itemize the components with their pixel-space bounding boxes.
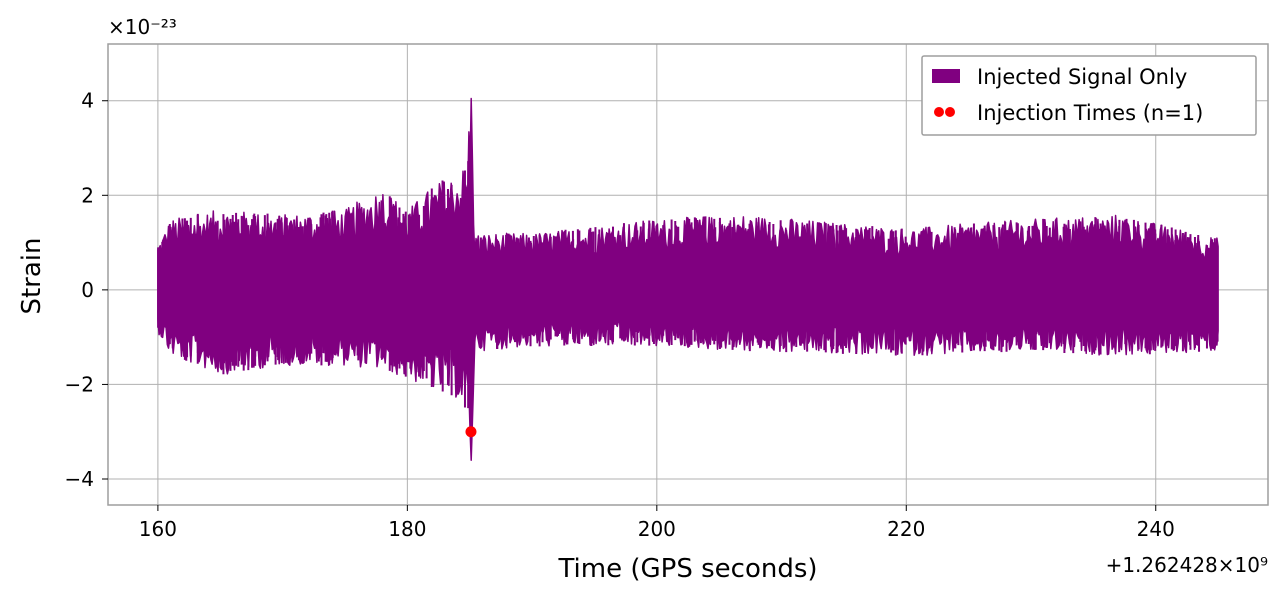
injection-time-marker xyxy=(465,426,477,438)
x-tick-label: 200 xyxy=(638,517,676,541)
series-injected-signal xyxy=(157,97,1219,461)
x-tick-label: 220 xyxy=(887,517,925,541)
x-axis-label: Time (GPS seconds) xyxy=(557,554,817,584)
legend-label-injection-times: Injection Times (n=1) xyxy=(977,101,1203,125)
y-scale-label: ×10⁻²³ xyxy=(108,15,177,39)
x-tick-label: 180 xyxy=(388,517,426,541)
x-offset-label: +1.262428×10⁹ xyxy=(1106,553,1268,577)
y-axis-label: Strain xyxy=(17,237,47,314)
y-axis: −4 −2 0 2 4 xyxy=(65,89,108,491)
axes-frame xyxy=(107,43,1269,506)
y-tick-label: −4 xyxy=(65,467,94,491)
y-tick-label: −2 xyxy=(65,372,94,396)
x-tick-label: 160 xyxy=(139,517,177,541)
x-axis: 160 180 200 220 240 xyxy=(139,505,1175,541)
y-tick-label: 2 xyxy=(81,183,94,207)
x-tick-label: 240 xyxy=(1137,517,1175,541)
legend-swatch-injected-signal xyxy=(932,69,960,83)
y-tick-label: 4 xyxy=(81,89,94,113)
legend-marker-injection-2 xyxy=(945,107,955,117)
legend-marker-injection-1 xyxy=(934,107,944,117)
legend-box xyxy=(921,55,1257,136)
legend: Injected Signal Only Injection Times (n=… xyxy=(921,55,1257,136)
legend-label-injected-signal: Injected Signal Only xyxy=(977,65,1187,89)
plot-area xyxy=(157,97,1219,461)
y-tick-label: 0 xyxy=(81,278,94,302)
